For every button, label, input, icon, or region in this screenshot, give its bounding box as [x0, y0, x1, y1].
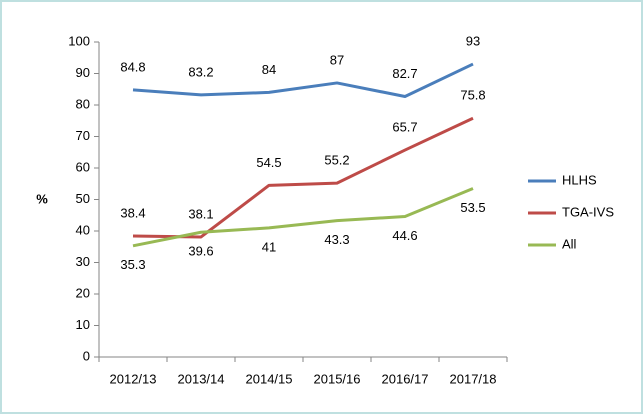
- data-label: 38.1: [188, 206, 213, 221]
- x-tick-label: 2012/13: [110, 371, 157, 386]
- data-label: 82.7: [392, 66, 417, 81]
- y-tick-label: 80: [76, 96, 90, 111]
- data-label: 38.4: [120, 205, 145, 220]
- data-label: 75.8: [460, 88, 485, 103]
- x-tick-label: 2015/16: [314, 371, 361, 386]
- y-tick-label: 100: [68, 33, 90, 48]
- data-label: 93: [466, 33, 480, 48]
- x-tick-label: 2014/15: [246, 371, 293, 386]
- data-label: 87: [330, 52, 344, 67]
- data-label: 65.7: [392, 119, 417, 134]
- series-line: [132, 62, 474, 98]
- data-label: 43.3: [324, 232, 349, 247]
- data-label: 44.6: [392, 228, 417, 243]
- y-tick-label: 10: [76, 317, 90, 332]
- data-label: 84.8: [120, 59, 145, 74]
- legend-label: HLHS: [562, 172, 597, 187]
- data-label: 83.2: [188, 64, 213, 79]
- data-label: 54.5: [256, 155, 281, 170]
- y-tick-label: 40: [76, 222, 90, 237]
- y-tick-label: 90: [76, 65, 90, 80]
- y-tick-label: 20: [76, 285, 90, 300]
- x-tick-label: 2017/18: [450, 371, 497, 386]
- data-label: 39.6: [188, 244, 213, 259]
- y-tick-label: 50: [76, 191, 90, 206]
- legend-label: All: [562, 236, 577, 251]
- series-line: [132, 187, 474, 248]
- y-tick-label: 0: [83, 348, 90, 363]
- y-tick-label: 70: [76, 128, 90, 143]
- y-tick-label: 30: [76, 254, 90, 269]
- data-label: 55.2: [324, 153, 349, 168]
- data-label: 41: [262, 239, 276, 254]
- y-axis-label: %: [36, 191, 48, 206]
- x-tick-label: 2013/14: [178, 371, 225, 386]
- y-tick-label: 60: [76, 159, 90, 174]
- data-label: 35.3: [120, 257, 145, 272]
- series-line: [132, 116, 474, 239]
- legend-label: TGA-IVS: [562, 204, 614, 219]
- data-label: 84: [262, 62, 276, 77]
- data-label: 53.5: [460, 200, 485, 215]
- x-tick-label: 2016/17: [382, 371, 429, 386]
